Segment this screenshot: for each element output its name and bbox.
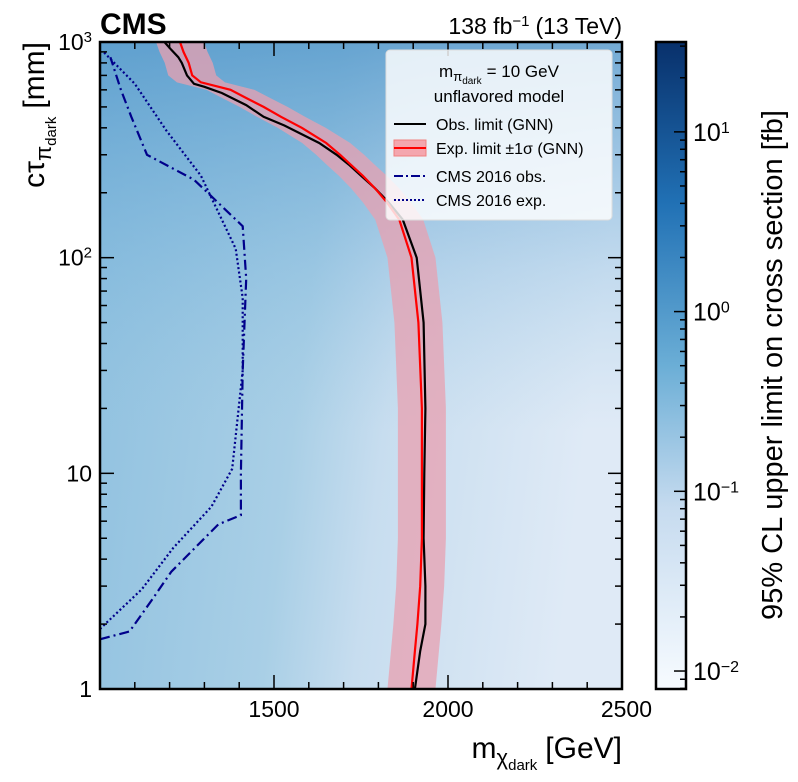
x-axis-ticks: 1500 2000 2500 (134, 42, 652, 722)
colorbar-title: 95% CL upper limit on cross section [fb] (757, 110, 789, 620)
legend-label-2016-exp: CMS 2016 exp. (436, 193, 546, 210)
colorbar-ticks: 101 100 10−1 10−2 (674, 45, 739, 690)
colorbar-tick-label: 100 (693, 299, 730, 327)
legend-header-model: unflavored model (434, 87, 564, 106)
experiment-label: CMS (100, 8, 167, 41)
legend-header-mass: mπdark= 10 GeV (439, 62, 560, 87)
exp-sigma-band (156, 42, 446, 689)
series-line-3 (100, 51, 244, 630)
colorbar: 101 100 10−1 10−2 95% CL upper limit on cro… (654, 40, 789, 691)
colorbar-tick-label: 10−2 (693, 658, 739, 686)
legend: mπdark= 10 GeV unflavored model Obs. lim… (385, 49, 613, 221)
colorbar-tick-label: 10−1 (693, 478, 739, 506)
y-axis-title: cτπdark[mm] (18, 42, 60, 188)
series-line-2 (100, 56, 248, 641)
luminosity-label: 138 fb−1 (13 TeV) (448, 13, 622, 40)
x-tick-label: 2500 (601, 696, 652, 722)
plot-frame (98, 40, 624, 691)
legend-label-2016-obs: CMS 2016 obs. (436, 169, 546, 186)
series-line-0 (163, 42, 427, 689)
x-tick-label: 2000 (422, 696, 473, 722)
y-tick-label: 102 (58, 244, 92, 271)
legend-label-obs: Obs. limit (GNN) (436, 117, 553, 134)
series-line-1 (178, 42, 423, 689)
legend-box (385, 49, 613, 221)
colorbar-tick-label: 101 (693, 119, 730, 147)
y-axis-ticks: 1 10 102 103 (58, 29, 622, 702)
legend-label-exp: Exp. limit ±1σ (GNN) (436, 141, 584, 158)
x-tick-label: 1500 (248, 696, 299, 722)
y-tick-label: 103 (58, 29, 92, 56)
y-tick-label: 10 (66, 460, 92, 486)
x-axis-title: mχdark[GeV] (472, 732, 622, 774)
y-tick-label: 1 (79, 676, 92, 702)
